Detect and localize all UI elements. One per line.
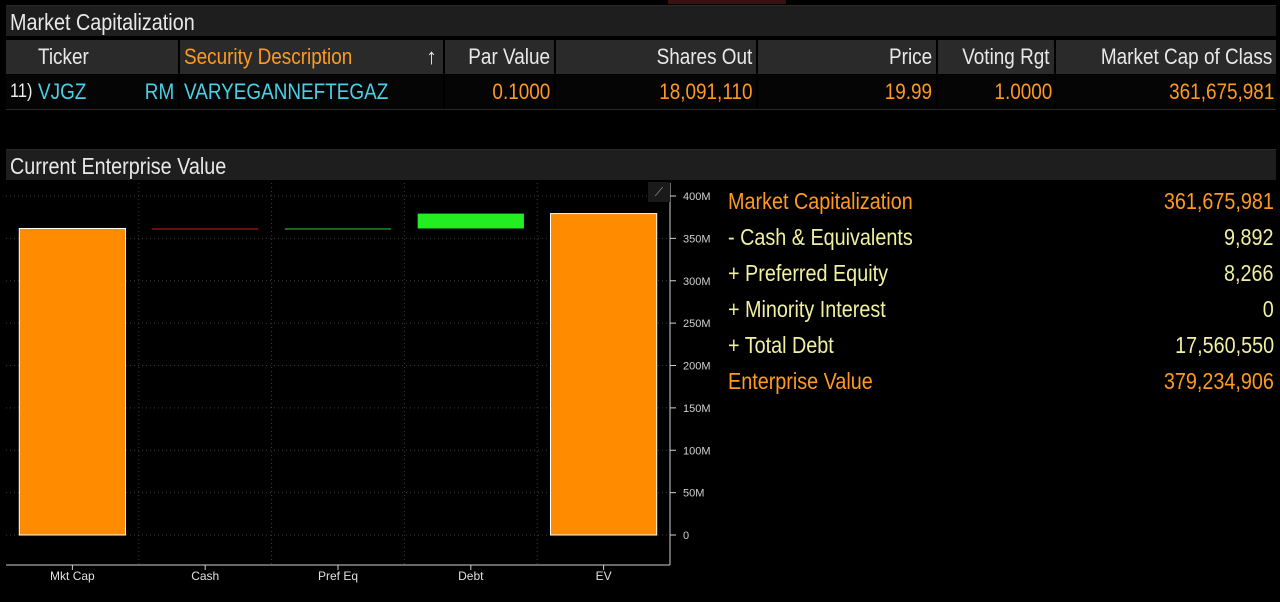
row-voting-rgt: 1.0000	[994, 79, 1052, 104]
chart-resize-icon[interactable]: ⟋	[648, 182, 670, 202]
column-header-price[interactable]: Price	[888, 44, 932, 69]
ev-breakdown-label: Market Capitalization	[728, 188, 913, 214]
y-axis-tick-label: 250M	[683, 318, 711, 330]
column-divider	[554, 40, 556, 74]
top-accent-bar	[668, 0, 786, 4]
ev-breakdown-value: 0	[1262, 296, 1274, 322]
column-header-security-description[interactable]: Security Description	[184, 44, 353, 69]
bar-pref-eq	[284, 228, 392, 230]
x-axis-tick-label: Mkt Cap	[50, 569, 95, 583]
market-cap-section-header: Market Capitalization	[6, 5, 1276, 36]
column-divider	[443, 40, 445, 74]
ev-breakdown-value: 17,560,550	[1174, 332, 1274, 358]
column-header-par-value[interactable]: Par Value	[468, 44, 550, 69]
column-header-ticker[interactable]: Ticker	[38, 44, 89, 69]
column-divider	[443, 75, 445, 109]
column-divider	[178, 40, 180, 74]
table-header: Ticker Security Description ↑ Par Value …	[6, 40, 1276, 74]
row-security-description[interactable]: VARYEGANNEFTEGAZ	[184, 79, 389, 104]
y-axis-tick-label: 50M	[683, 488, 704, 500]
x-axis-tick-label: Debt	[458, 569, 484, 583]
column-divider	[178, 75, 180, 109]
column-divider	[554, 75, 556, 109]
market-cap-section-title: Market Capitalization	[10, 9, 195, 35]
y-axis-tick-label: 0	[683, 530, 689, 542]
x-axis-tick-label: EV	[596, 569, 612, 583]
y-axis-tick-label: 100M	[683, 445, 711, 457]
ev-breakdown-label: Enterprise Value	[728, 368, 873, 394]
column-divider	[756, 40, 758, 74]
column-header-shares-out[interactable]: Shares Out	[656, 44, 752, 69]
column-header-voting-rgt[interactable]: Voting Rgt	[962, 44, 1050, 69]
bar-debt	[417, 213, 524, 229]
column-divider	[936, 40, 938, 74]
ev-breakdown-label: - Cash & Equivalents	[728, 224, 913, 250]
row-par-value: 0.1000	[492, 79, 550, 104]
ev-breakdown-label: + Preferred Equity	[728, 260, 888, 286]
sort-arrow-icon[interactable]: ↑	[426, 44, 437, 69]
y-axis-tick-label: 300M	[683, 276, 711, 288]
bar-mkt-cap	[18, 227, 127, 536]
y-axis-tick-label: 400M	[683, 191, 711, 203]
ev-breakdown-value: 361,675,981	[1164, 188, 1274, 214]
ev-breakdown-label: + Total Debt	[728, 332, 834, 358]
table-row[interactable]: 11) VJGZ RM VARYEGANNEFTEGAZ 0.1000 18,0…	[6, 75, 1276, 110]
x-axis-tick-label: Pref Eq	[318, 569, 358, 583]
row-market-cap-of-class: 361,675,981	[1168, 79, 1274, 104]
y-axis-tick-label: 150M	[683, 403, 711, 415]
x-axis-tick-label: Cash	[191, 569, 219, 583]
column-divider	[936, 75, 938, 109]
ev-breakdown-label: + Minority Interest	[728, 296, 886, 322]
y-axis-tick-label: 200M	[683, 361, 711, 373]
column-divider	[1054, 40, 1056, 74]
row-price: 19.99	[884, 79, 932, 104]
ev-breakdown-value: 9,892	[1224, 224, 1274, 250]
ev-breakdown-value: 379,234,906	[1164, 368, 1274, 394]
row-ticker[interactable]: VJGZ	[38, 79, 87, 104]
ev-breakdown-value: 8,266	[1224, 260, 1274, 286]
bar-cash	[152, 228, 259, 230]
ev-section-title: Current Enterprise Value	[10, 153, 227, 179]
column-divider	[1054, 75, 1056, 109]
column-divider	[756, 75, 758, 109]
column-header-market-cap-of-class[interactable]: Market Cap of Class	[1100, 44, 1272, 69]
ev-section-header: Current Enterprise Value	[6, 149, 1276, 180]
row-index: 11)	[10, 81, 33, 102]
row-shares-out: 18,091,110	[658, 79, 752, 104]
y-axis-tick-label: 350M	[683, 233, 711, 245]
bar-ev	[549, 213, 658, 536]
row-exchange: RM	[144, 79, 174, 104]
